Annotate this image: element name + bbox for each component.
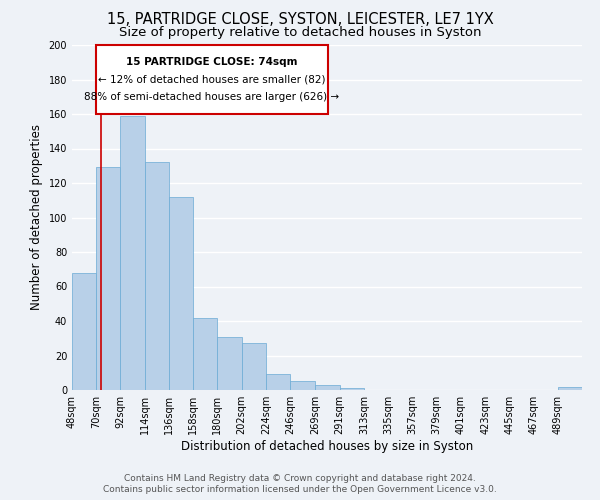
Bar xyxy=(316,385,340,390)
FancyBboxPatch shape xyxy=(96,45,328,114)
Y-axis label: Number of detached properties: Number of detached properties xyxy=(30,124,43,310)
Bar xyxy=(72,272,96,390)
Text: ← 12% of detached houses are smaller (82): ← 12% of detached houses are smaller (82… xyxy=(98,74,326,85)
Text: Contains HM Land Registry data © Crown copyright and database right 2024.
Contai: Contains HM Land Registry data © Crown c… xyxy=(103,474,497,494)
Text: 15, PARTRIDGE CLOSE, SYSTON, LEICESTER, LE7 1YX: 15, PARTRIDGE CLOSE, SYSTON, LEICESTER, … xyxy=(107,12,493,28)
Text: Size of property relative to detached houses in Syston: Size of property relative to detached ho… xyxy=(119,26,481,39)
Text: 15 PARTRIDGE CLOSE: 74sqm: 15 PARTRIDGE CLOSE: 74sqm xyxy=(126,57,298,67)
Bar xyxy=(340,388,364,390)
Bar xyxy=(96,168,121,390)
Bar xyxy=(558,386,582,390)
Bar xyxy=(169,197,193,390)
Text: 88% of semi-detached houses are larger (626) →: 88% of semi-detached houses are larger (… xyxy=(85,92,340,102)
Bar xyxy=(193,318,217,390)
X-axis label: Distribution of detached houses by size in Syston: Distribution of detached houses by size … xyxy=(181,440,473,453)
Bar xyxy=(121,116,145,390)
Bar xyxy=(242,344,266,390)
Bar xyxy=(145,162,169,390)
Bar xyxy=(266,374,290,390)
Bar xyxy=(217,336,242,390)
Bar xyxy=(290,382,316,390)
